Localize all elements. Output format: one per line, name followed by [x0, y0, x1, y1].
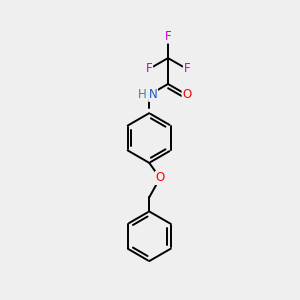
Text: O: O: [182, 88, 191, 101]
Text: F: F: [165, 30, 171, 43]
Text: F: F: [146, 62, 152, 75]
Text: F: F: [184, 62, 190, 75]
Text: O: O: [155, 172, 165, 184]
Text: H: H: [138, 88, 147, 101]
Text: N: N: [149, 88, 158, 101]
